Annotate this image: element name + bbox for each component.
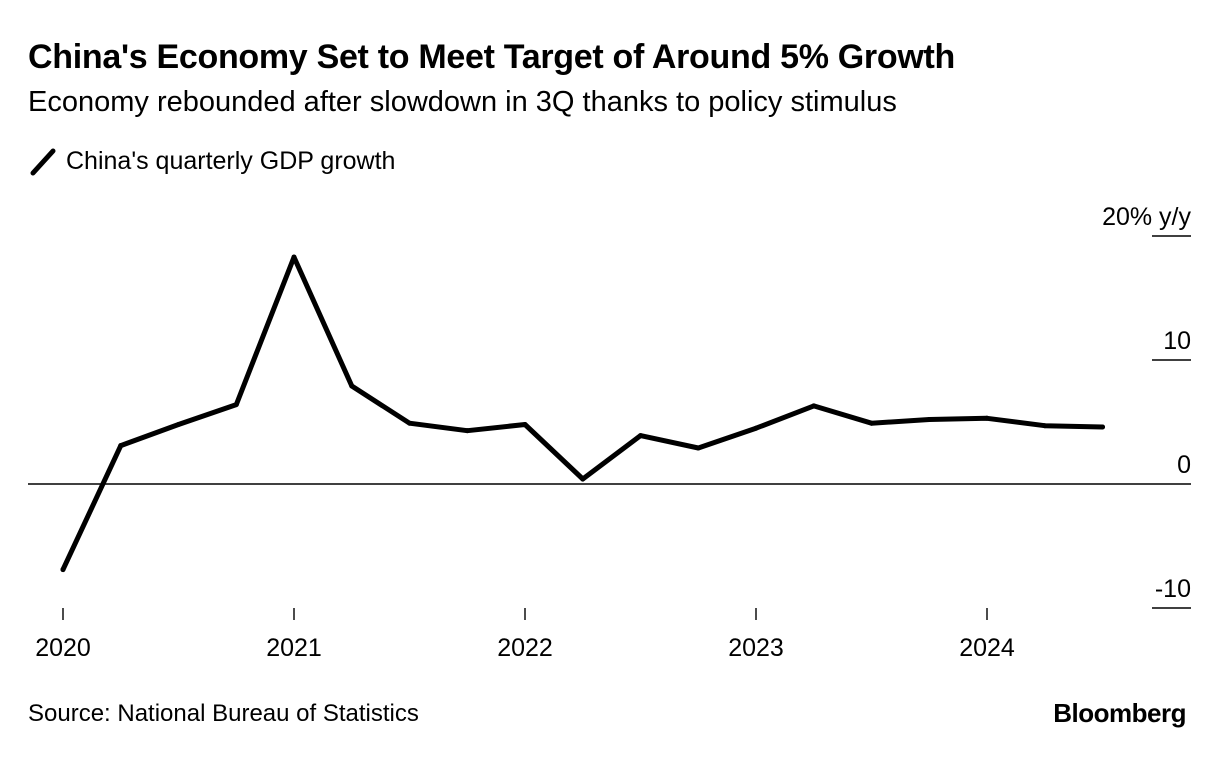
data-point xyxy=(1100,424,1105,430)
y-tick-label: 10 xyxy=(1163,327,1191,355)
data-point xyxy=(811,403,817,409)
x-tick-label: 2021 xyxy=(266,634,322,662)
gdp-growth-line xyxy=(60,254,1105,573)
chart-title: China's Economy Set to Meet Target of Ar… xyxy=(28,38,955,76)
data-point xyxy=(926,417,932,423)
data-point xyxy=(1042,423,1048,429)
data-point xyxy=(60,567,66,573)
data-point xyxy=(638,433,643,439)
data-point xyxy=(869,420,874,426)
y-tick-label: -10 xyxy=(1155,575,1191,603)
x-tick-label: 2020 xyxy=(35,634,91,662)
legend-line-icon xyxy=(30,148,56,176)
data-point xyxy=(522,421,528,427)
x-tick-label: 2024 xyxy=(959,634,1015,662)
y-tick-label: 20% y/y xyxy=(1102,203,1191,231)
data-point xyxy=(580,476,586,482)
source-note: Source: National Bureau of Statistics xyxy=(28,700,419,727)
data-point xyxy=(753,425,759,431)
legend: China's quarterly GDP growth xyxy=(28,146,395,176)
y-tick-label: 0 xyxy=(1177,451,1191,479)
data-point xyxy=(464,428,470,434)
bloomberg-logo: Bloomberg xyxy=(1053,698,1186,728)
data-point xyxy=(233,402,239,408)
x-tick-label: 2022 xyxy=(497,634,553,662)
data-point xyxy=(176,421,181,427)
data-point xyxy=(291,254,297,260)
legend-label: China's quarterly GDP growth xyxy=(66,146,396,175)
data-point xyxy=(407,420,412,426)
chart-subtitle: Economy rebounded after slowdown in 3Q t… xyxy=(28,86,897,118)
data-point xyxy=(118,443,124,449)
data-point xyxy=(349,383,355,389)
data-point xyxy=(695,445,701,451)
data-point xyxy=(984,415,990,421)
x-tick-label: 2023 xyxy=(728,634,784,662)
